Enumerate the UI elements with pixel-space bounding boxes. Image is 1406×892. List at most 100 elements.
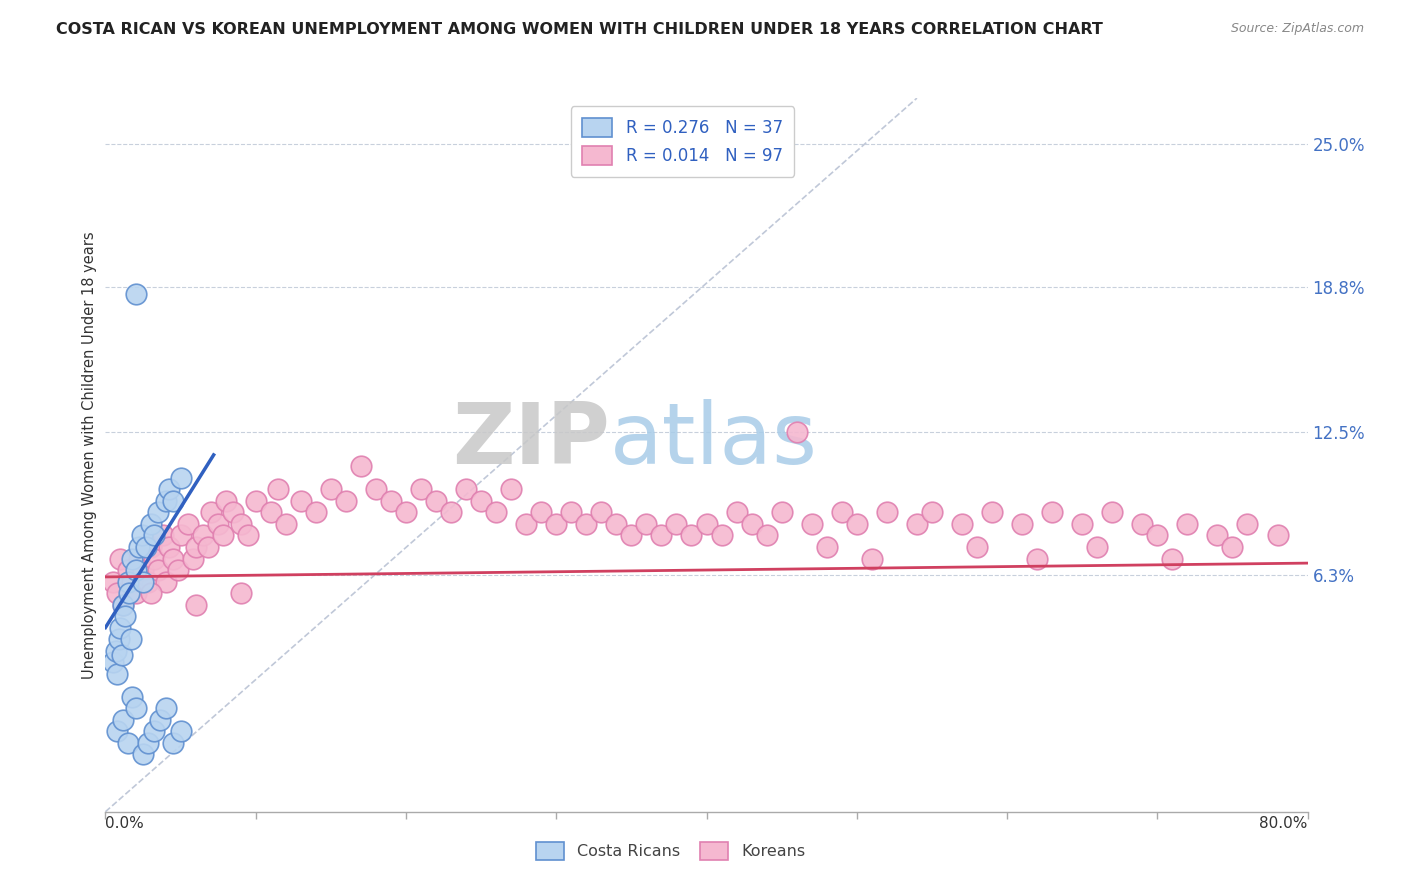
Point bbox=[380, 494, 402, 508]
Point bbox=[184, 540, 207, 554]
Point bbox=[335, 494, 357, 508]
Point bbox=[636, 516, 658, 531]
Point bbox=[409, 483, 432, 497]
Point bbox=[786, 425, 808, 439]
Point bbox=[650, 528, 672, 542]
Point bbox=[136, 736, 159, 750]
Point bbox=[136, 574, 159, 589]
Point bbox=[197, 540, 219, 554]
Point bbox=[229, 516, 252, 531]
Point bbox=[845, 516, 868, 531]
Point bbox=[120, 632, 142, 646]
Point bbox=[132, 574, 155, 589]
Point bbox=[860, 551, 883, 566]
Point bbox=[319, 483, 342, 497]
Point bbox=[155, 494, 177, 508]
Point bbox=[139, 540, 162, 554]
Point bbox=[575, 516, 598, 531]
Point bbox=[454, 483, 477, 497]
Point bbox=[681, 528, 703, 542]
Point bbox=[981, 506, 1004, 520]
Point bbox=[101, 574, 124, 589]
Point bbox=[1026, 551, 1049, 566]
Point bbox=[104, 643, 127, 657]
Point bbox=[515, 516, 537, 531]
Point bbox=[107, 724, 129, 739]
Point bbox=[770, 506, 793, 520]
Point bbox=[214, 494, 236, 508]
Point bbox=[117, 736, 139, 750]
Point bbox=[710, 528, 733, 542]
Text: ZIP: ZIP bbox=[453, 399, 610, 483]
Point bbox=[107, 586, 129, 600]
Text: COSTA RICAN VS KOREAN UNEMPLOYMENT AMONG WOMEN WITH CHILDREN UNDER 18 YEARS CORR: COSTA RICAN VS KOREAN UNEMPLOYMENT AMONG… bbox=[56, 22, 1104, 37]
Point bbox=[921, 506, 943, 520]
Point bbox=[238, 528, 260, 542]
Point bbox=[950, 516, 973, 531]
Point bbox=[546, 516, 568, 531]
Point bbox=[1161, 551, 1184, 566]
Point bbox=[157, 540, 180, 554]
Point bbox=[207, 516, 229, 531]
Text: atlas: atlas bbox=[610, 399, 818, 483]
Point bbox=[191, 528, 214, 542]
Point bbox=[169, 528, 191, 542]
Point bbox=[395, 506, 418, 520]
Point bbox=[114, 609, 136, 624]
Point bbox=[440, 506, 463, 520]
Point bbox=[425, 494, 447, 508]
Point bbox=[162, 551, 184, 566]
Y-axis label: Unemployment Among Women with Children Under 18 years: Unemployment Among Women with Children U… bbox=[82, 231, 97, 679]
Point bbox=[135, 540, 157, 554]
Point bbox=[166, 563, 188, 577]
Point bbox=[107, 666, 129, 681]
Point bbox=[121, 551, 143, 566]
Point bbox=[177, 516, 200, 531]
Point bbox=[139, 516, 162, 531]
Point bbox=[124, 586, 146, 600]
Point bbox=[124, 563, 146, 577]
Point bbox=[132, 747, 155, 761]
Point bbox=[101, 655, 124, 669]
Point bbox=[108, 632, 131, 646]
Point bbox=[274, 516, 297, 531]
Point bbox=[117, 563, 139, 577]
Point bbox=[1267, 528, 1289, 542]
Point bbox=[111, 648, 134, 663]
Point bbox=[229, 586, 252, 600]
Point bbox=[605, 516, 627, 531]
Point bbox=[1071, 516, 1094, 531]
Text: Source: ZipAtlas.com: Source: ZipAtlas.com bbox=[1230, 22, 1364, 36]
Point bbox=[620, 528, 643, 542]
Point bbox=[1222, 540, 1244, 554]
Point bbox=[155, 574, 177, 589]
Point bbox=[132, 563, 155, 577]
Point bbox=[139, 586, 162, 600]
Point bbox=[1175, 516, 1198, 531]
Point bbox=[725, 506, 748, 520]
Point bbox=[162, 736, 184, 750]
Point bbox=[696, 516, 718, 531]
Point bbox=[741, 516, 763, 531]
Point bbox=[1101, 506, 1123, 520]
Point bbox=[222, 506, 245, 520]
Point bbox=[800, 516, 823, 531]
Point bbox=[905, 516, 928, 531]
Point bbox=[665, 516, 688, 531]
Point bbox=[169, 724, 191, 739]
Legend: Costa Ricans, Koreans: Costa Ricans, Koreans bbox=[527, 833, 813, 868]
Point bbox=[110, 621, 132, 635]
Point bbox=[124, 701, 146, 715]
Point bbox=[121, 574, 143, 589]
Point bbox=[1130, 516, 1153, 531]
Point bbox=[142, 528, 165, 542]
Point bbox=[1146, 528, 1168, 542]
Point bbox=[117, 574, 139, 589]
Point bbox=[966, 540, 988, 554]
Point bbox=[245, 494, 267, 508]
Point bbox=[560, 506, 582, 520]
Point bbox=[112, 598, 135, 612]
Point bbox=[267, 483, 290, 497]
Point bbox=[501, 483, 523, 497]
Point bbox=[112, 598, 135, 612]
